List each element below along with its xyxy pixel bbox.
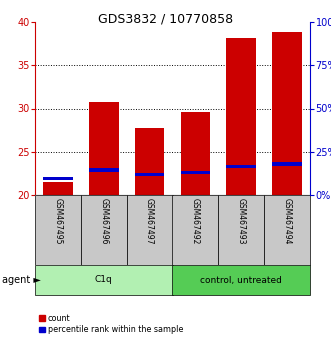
Legend: count, percentile rank within the sample: count, percentile rank within the sample (39, 314, 183, 335)
Text: GDS3832 / 10770858: GDS3832 / 10770858 (98, 12, 233, 25)
Bar (172, 195, 218, 265)
Bar (172, 265, 310, 295)
Bar (89, 168, 118, 172)
Bar (272, 32, 302, 195)
Text: GSM467496: GSM467496 (99, 199, 108, 245)
Bar (43, 177, 73, 180)
Bar (218, 195, 264, 265)
Bar (180, 171, 210, 174)
Bar (226, 38, 256, 195)
Bar (135, 129, 165, 195)
Text: GSM467493: GSM467493 (237, 199, 246, 245)
Bar (81, 195, 127, 265)
Bar (43, 182, 73, 195)
Text: GSM467492: GSM467492 (191, 199, 200, 245)
Bar (135, 172, 165, 176)
Text: C1q: C1q (95, 275, 113, 285)
Text: agent ►: agent ► (2, 275, 40, 285)
Bar (272, 162, 302, 166)
Text: control, untreated: control, untreated (200, 275, 282, 285)
Bar (226, 165, 256, 168)
Bar (264, 195, 310, 265)
Bar (35, 265, 172, 295)
Bar (127, 195, 172, 265)
Text: GSM467494: GSM467494 (283, 199, 292, 245)
Bar (35, 195, 81, 265)
Text: GSM467495: GSM467495 (53, 199, 63, 245)
Bar (89, 102, 118, 195)
Text: GSM467497: GSM467497 (145, 199, 154, 245)
Bar (180, 112, 210, 195)
